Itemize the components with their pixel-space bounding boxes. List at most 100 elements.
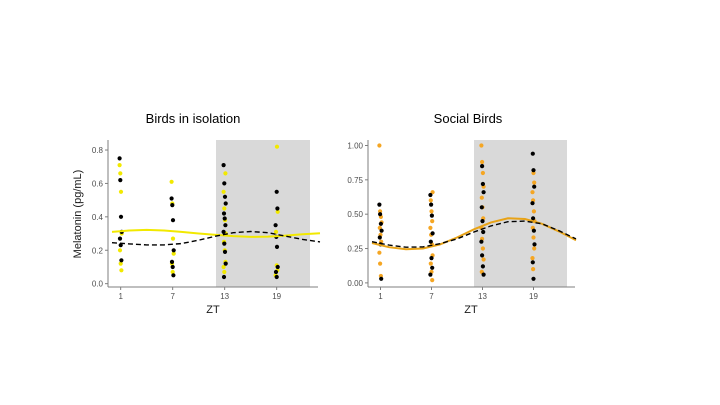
data-point xyxy=(170,203,175,208)
chart-title: Social Birds xyxy=(434,111,503,126)
data-point xyxy=(428,239,433,244)
data-point xyxy=(117,236,123,241)
data-point xyxy=(118,189,124,194)
data-point xyxy=(429,209,434,214)
y-tick-label: 0.8 xyxy=(92,146,104,155)
data-point xyxy=(222,194,228,199)
data-point xyxy=(377,235,382,240)
data-point xyxy=(428,225,433,230)
x-axis-title: ZT xyxy=(464,304,478,316)
data-point xyxy=(377,143,382,148)
data-point xyxy=(118,178,123,183)
data-point xyxy=(429,213,434,218)
data-point xyxy=(170,218,176,223)
data-point xyxy=(430,278,435,283)
data-point xyxy=(532,242,537,247)
data-point xyxy=(169,196,174,201)
data-point xyxy=(429,202,434,207)
fit-curve-dashed xyxy=(371,220,577,248)
data-point xyxy=(169,259,175,264)
data-point xyxy=(119,258,124,263)
data-point xyxy=(119,268,124,273)
data-point xyxy=(480,246,485,251)
data-point xyxy=(222,216,227,221)
data-point xyxy=(273,229,279,234)
data-point xyxy=(118,214,124,219)
data-point xyxy=(221,163,226,168)
data-point xyxy=(377,202,382,207)
data-point xyxy=(480,164,485,169)
x-tick-label: 1 xyxy=(118,292,123,301)
x-tick-label: 13 xyxy=(478,292,487,301)
data-point xyxy=(531,209,537,214)
dark-phase-shading xyxy=(474,140,567,287)
axis-ticks: 1 7 13 19 0.00 0.25 0.50 0.75 1.00 xyxy=(347,141,538,301)
x-axis-title: ZT xyxy=(206,304,220,316)
data-point xyxy=(530,201,535,206)
data-point xyxy=(117,248,123,253)
data-point xyxy=(530,190,535,195)
data-point xyxy=(378,261,383,266)
data-point xyxy=(221,264,226,270)
data-point xyxy=(221,274,227,280)
data-point xyxy=(531,228,537,233)
data-point xyxy=(430,231,435,236)
data-point xyxy=(531,216,536,221)
y-tick-label: 0.25 xyxy=(347,245,363,254)
data-point xyxy=(275,206,280,211)
data-point xyxy=(223,171,228,176)
data-point xyxy=(379,228,384,233)
data-point xyxy=(118,243,123,248)
data-point xyxy=(428,272,433,277)
data-point xyxy=(117,156,122,161)
data-point xyxy=(223,261,228,266)
data-point xyxy=(275,209,280,214)
x-tick-label: 19 xyxy=(272,292,281,301)
data-point xyxy=(222,241,227,246)
data-point xyxy=(274,244,280,249)
data-point xyxy=(378,212,383,217)
dark-phase-shading xyxy=(216,140,310,287)
data-point xyxy=(171,273,176,278)
data-point xyxy=(274,274,279,280)
data-point xyxy=(221,189,226,194)
data-point xyxy=(170,269,175,275)
data-point xyxy=(430,265,435,270)
data-point xyxy=(117,163,122,168)
data-point xyxy=(221,229,226,234)
data-point xyxy=(221,211,227,216)
y-tick-label: 0.6 xyxy=(92,179,104,188)
x-tick-label: 13 xyxy=(220,292,229,301)
panel-birds-in-isolation: 1 7 13 19 0.0 0.2 0.4 0.6 0.8 Birds in isolation… xyxy=(92,111,321,316)
data-point xyxy=(532,246,537,251)
data-point xyxy=(481,229,486,235)
data-point xyxy=(223,201,228,206)
data-point xyxy=(429,256,434,261)
data-point xyxy=(170,236,176,241)
data-point xyxy=(481,190,486,195)
chart-marks xyxy=(371,143,577,283)
data-point xyxy=(222,249,228,254)
data-point xyxy=(378,221,383,226)
data-point xyxy=(480,219,485,224)
panel-social-birds: 1 7 13 190.000.250.500.751.00 Social Birds … xyxy=(347,111,577,316)
data-point xyxy=(531,168,536,173)
data-point xyxy=(428,261,433,266)
data-point xyxy=(171,251,176,256)
data-point xyxy=(377,250,382,255)
data-point xyxy=(531,276,536,281)
data-point xyxy=(223,223,228,228)
data-point xyxy=(481,257,486,262)
y-axis-title: Melatonin (pg/mL) xyxy=(72,170,84,259)
data-point xyxy=(530,256,535,261)
y-tick-label: 0.75 xyxy=(347,176,363,185)
data-point xyxy=(480,159,485,165)
x-tick-label: 7 xyxy=(429,292,434,301)
x-tick-label: 1 xyxy=(378,292,383,301)
y-tick-label: 0.00 xyxy=(347,279,363,288)
data-point xyxy=(379,276,384,281)
data-point xyxy=(531,267,536,272)
data-point xyxy=(479,195,484,200)
fit-curve-solid xyxy=(111,228,321,238)
